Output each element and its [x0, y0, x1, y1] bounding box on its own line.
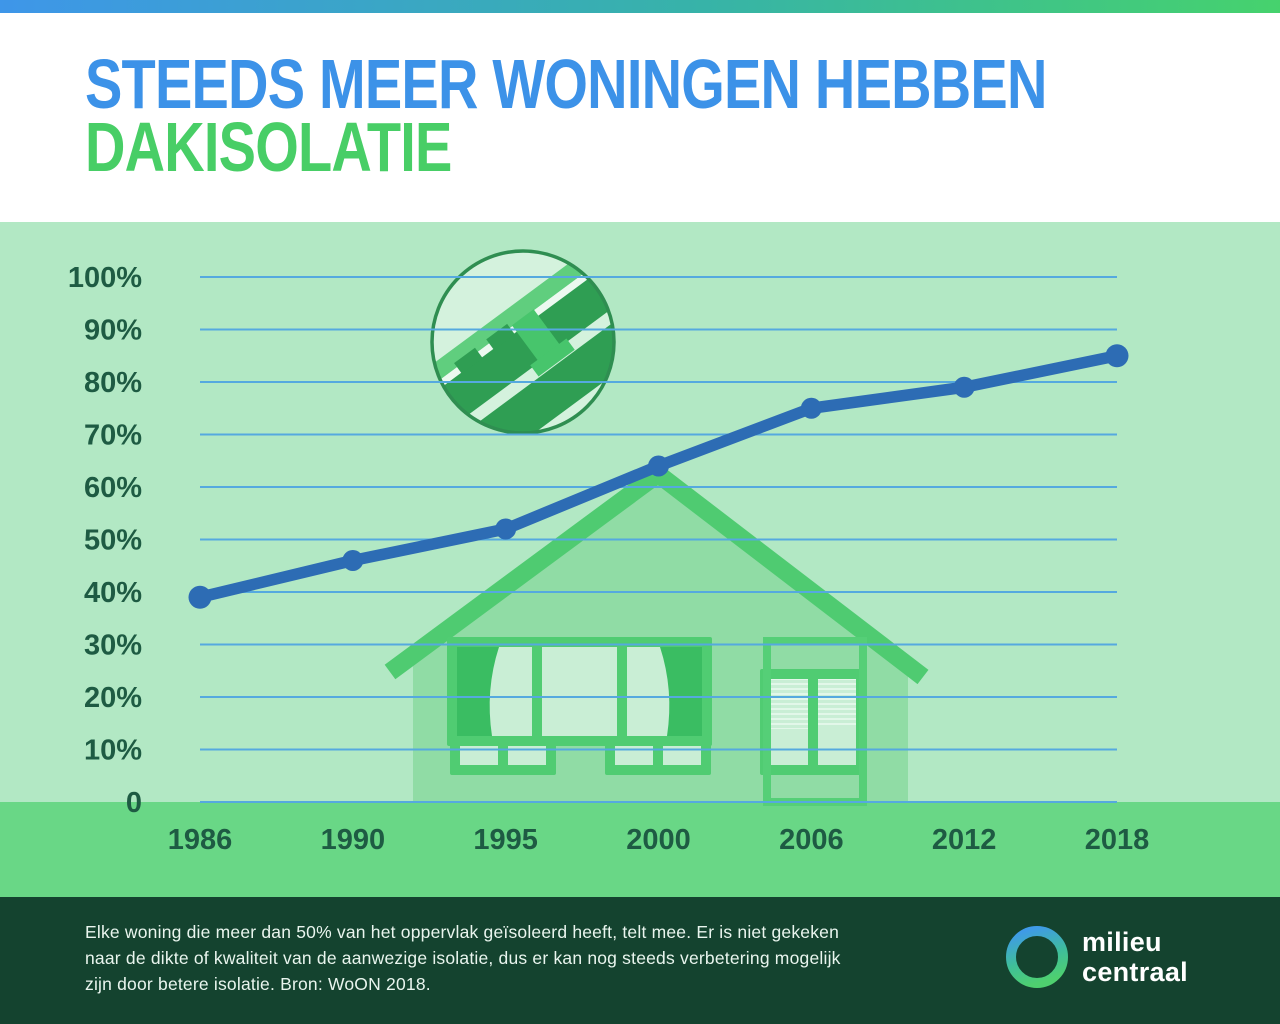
curtain-right	[660, 647, 702, 736]
footnote-line-3: zijn door betere isolatie. Bron: WoON 20…	[85, 974, 431, 994]
curtain-left	[457, 647, 499, 736]
data-point-1995	[495, 518, 517, 540]
x-axis-labels: 1986 1990 1995 2000 2006 2012 2018	[168, 824, 1150, 856]
chart-area: 0 10% 20% 30% 40% 50% 60% 70% 80% 90% 100% 1986 199…	[0, 222, 1280, 897]
insulation-layer	[433, 271, 622, 425]
footer: Elke woning die meer dan 50% van het opp…	[0, 897, 1280, 1024]
y-tick-label: 10%	[84, 735, 142, 767]
x-axis-band	[0, 802, 1280, 897]
x-tick-label: 2006	[779, 824, 844, 856]
data-point-2006	[800, 397, 822, 419]
x-tick-label: 2018	[1085, 824, 1150, 856]
title-line-1: STEEDS MEER WONINGEN HEBBEN	[85, 45, 1047, 123]
milieu-centraal-logo: milieu centraal	[1005, 925, 1188, 989]
y-tick-label: 20%	[84, 682, 142, 714]
footnote-text: Elke woning die meer dan 50% van het opp…	[85, 919, 841, 997]
data-point-1990	[342, 550, 364, 571]
window-blinds	[770, 679, 808, 729]
y-tick-label: 100%	[68, 262, 142, 294]
data-point-2012	[953, 376, 975, 398]
footnote-line-1: Elke woning die meer dan 50% van het opp…	[85, 922, 840, 942]
y-tick-label: 60%	[84, 472, 142, 504]
y-axis-labels: 0 10% 20% 30% 40% 50% 60% 70% 80% 90% 100%	[68, 262, 142, 819]
y-tick-label: 40%	[84, 577, 142, 609]
x-tick-label: 2000	[626, 824, 691, 856]
y-tick-label: 30%	[84, 630, 142, 662]
footnote-line-2: naar de dikte of kwaliteit van de aanwez…	[85, 948, 841, 968]
x-tick-label: 1990	[321, 824, 386, 856]
y-tick-label: 80%	[84, 367, 142, 399]
x-tick-label: 1986	[168, 824, 233, 856]
data-point-2018	[1105, 344, 1129, 368]
header: STEEDS MEER WONINGEN HEBBEN DAKISOLATIE	[0, 13, 1280, 222]
gridlines	[200, 276, 1117, 803]
data-series	[188, 344, 1129, 609]
y-tick-label: 90%	[84, 315, 142, 347]
top-gradient-bar	[0, 0, 1280, 13]
data-point-1986	[188, 585, 212, 609]
logo-line-2: centraal	[1082, 957, 1188, 987]
upper-window-3	[760, 669, 866, 775]
x-tick-label: 2012	[932, 824, 997, 856]
page-title: STEEDS MEER WONINGEN HEBBEN DAKISOLATIE	[0, 13, 1280, 186]
title-line-2: DAKISOLATIE	[85, 108, 452, 186]
y-tick-label: 0	[126, 787, 142, 819]
dakisolatie-line-chart: 0 10% 20% 30% 40% 50% 60% 70% 80% 90% 100% 1986 199…	[0, 222, 1280, 897]
x-tick-label: 1995	[473, 824, 538, 856]
data-point-2000	[648, 455, 669, 477]
y-tick-label: 50%	[84, 525, 142, 557]
logo-text: milieu centraal	[1082, 927, 1188, 987]
y-tick-label: 70%	[84, 420, 142, 452]
window-blinds	[818, 679, 856, 725]
logo-line-1: milieu	[1082, 927, 1162, 957]
logo-ring-icon	[1006, 926, 1068, 988]
ground-window	[447, 637, 712, 746]
